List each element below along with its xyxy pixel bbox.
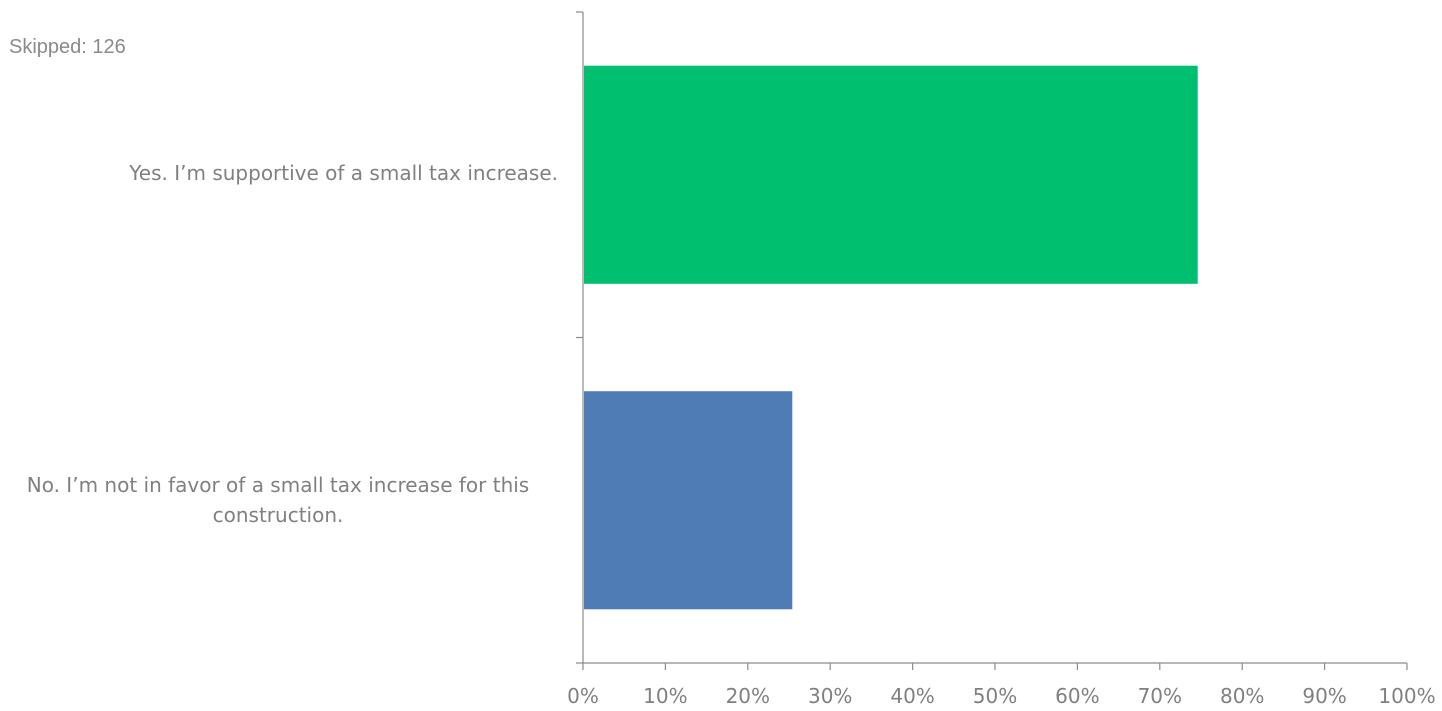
x-tick-label: 70%	[1138, 684, 1182, 708]
category-label-no-line-1: No. I’m not in favor of a small tax incr…	[26, 473, 530, 497]
bar-0	[584, 65, 1198, 284]
tick-labels-layer: 0% 10% 20% 30% 40% 50% 60% 70% 80% 90% 100%	[567, 684, 1435, 708]
category-label-no: No. I’m not in favor of a small tax incr…	[0, 470, 558, 530]
x-tick-label: 10%	[643, 684, 687, 708]
x-tick-label: 100%	[1378, 684, 1435, 708]
skipped-count: Skipped: 126	[9, 36, 126, 58]
x-tick-label: 40%	[890, 684, 934, 708]
category-label-yes: Yes. I’m supportive of a small tax incre…	[0, 158, 558, 188]
bar-1	[584, 391, 793, 610]
x-tick-label: 80%	[1220, 684, 1264, 708]
x-tick-label: 0%	[567, 684, 599, 708]
x-tick-label: 20%	[726, 684, 770, 708]
axis-layer	[576, 11, 1408, 670]
x-tick-label: 50%	[973, 684, 1017, 708]
x-tick-label: 60%	[1055, 684, 1099, 708]
category-label-no-line-2: construction.	[212, 503, 344, 527]
bars-layer	[584, 65, 1198, 610]
x-tick-label: 90%	[1302, 684, 1346, 708]
category-label-yes-line-1: Yes. I’m supportive of a small tax incre…	[129, 161, 558, 185]
x-tick-label: 30%	[808, 684, 852, 708]
